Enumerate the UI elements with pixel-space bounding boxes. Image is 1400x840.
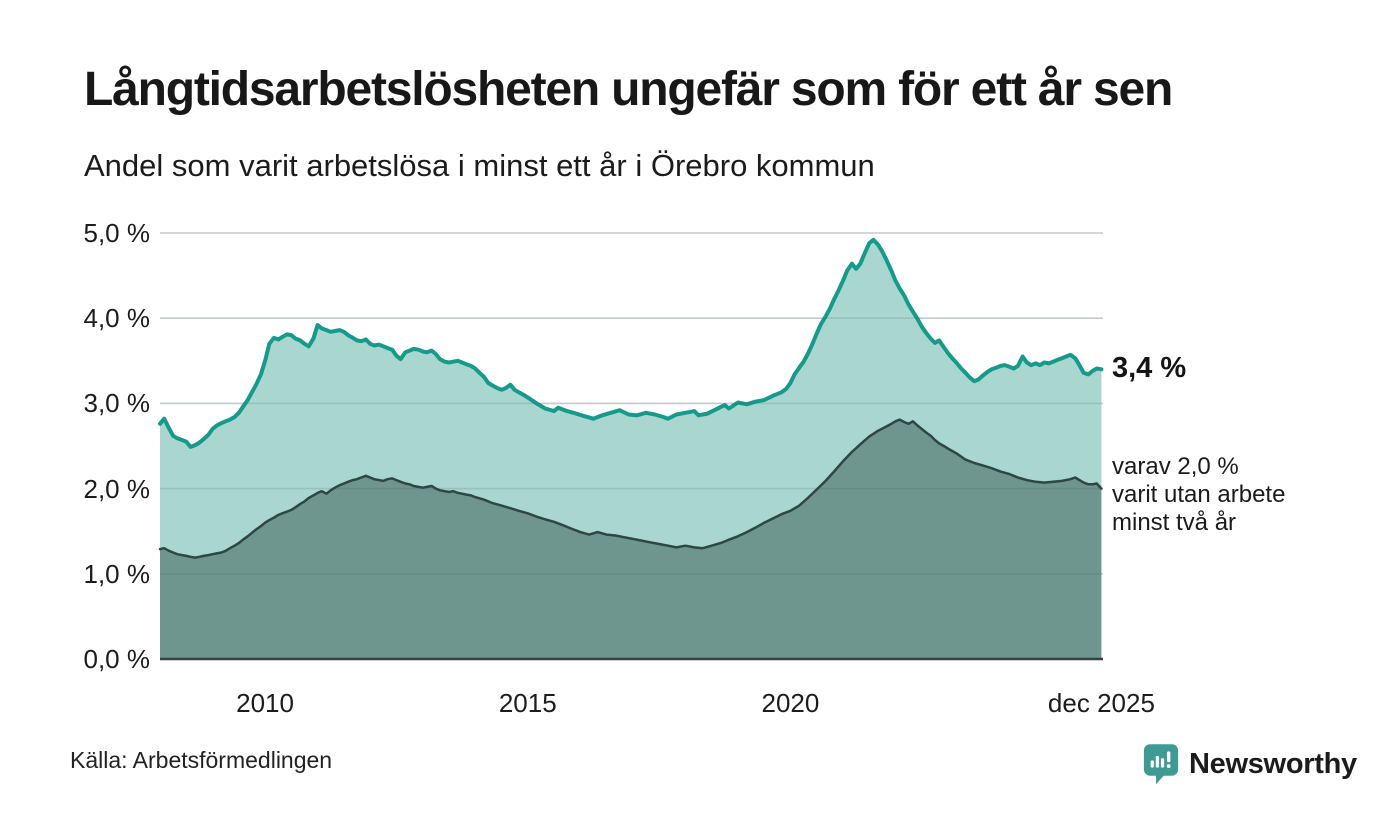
- chart-title: Långtidsarbetslösheten ungefär som för e…: [84, 63, 1173, 116]
- y-axis-tick-label: 5,0 %: [83, 218, 151, 248]
- y-axis-tick-label: 2,0 %: [83, 473, 151, 504]
- newsworthy-chart-pin-icon: [1143, 743, 1179, 785]
- newsworthy-logo: Newsworthy: [1143, 742, 1357, 786]
- secondary-annotation-line: varav 2,0 %: [1112, 452, 1239, 480]
- x-axis-tick-label: 2010: [236, 688, 294, 718]
- x-axis-tick-label: 2020: [761, 688, 820, 718]
- chart-subtitle: Andel som varit arbetslösa i minst ett å…: [84, 148, 875, 183]
- y-axis-tick-label: 1,0 %: [83, 558, 151, 589]
- secondary-series-annotation: varav 2,0 % varit utan arbete minst två …: [1112, 453, 1382, 537]
- y-axis-tick-label: 3,0 %: [83, 388, 151, 419]
- x-axis-tick-label: 2015: [498, 688, 557, 718]
- secondary-annotation-line: varit utan arbete: [1112, 480, 1286, 508]
- x-axis-tick-label: dec 2025: [1047, 688, 1155, 718]
- y-axis-tick-label: 0,0 %: [83, 644, 151, 674]
- source-credit: Källa: Arbetsförmedlingen: [70, 747, 333, 773]
- newsworthy-logo-text: Newsworthy: [1189, 747, 1357, 780]
- y-axis-tick-label: 4,0 %: [83, 303, 151, 334]
- latest-value-label: 3,4 %: [1112, 352, 1187, 385]
- secondary-annotation-line: minst två år: [1112, 508, 1237, 536]
